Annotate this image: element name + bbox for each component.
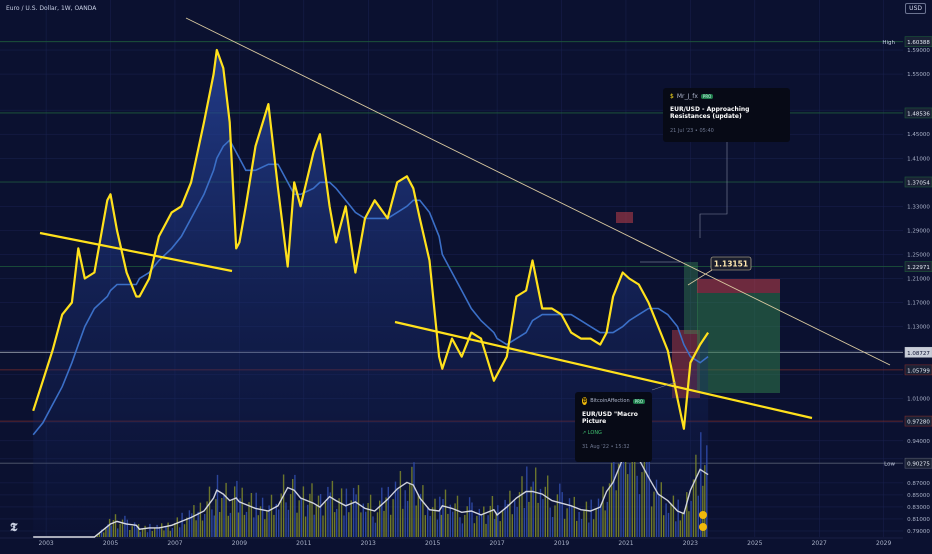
time-tick-label: 2025 [747, 540, 762, 547]
level-tag-box [904, 364, 932, 376]
level-tag-box [904, 457, 932, 469]
time-tick-label: 2023 [683, 540, 698, 547]
idea-author-row: $ Mr_J_fx PRO [670, 93, 783, 100]
price-tick-label: 1.33000 [907, 204, 930, 210]
idea-date: 21 Jul '23 • 05:40 [670, 128, 714, 134]
level-tag-box [904, 36, 932, 47]
current-price-tag: 1.13151 [710, 256, 752, 271]
time-tick-label: 2009 [232, 540, 247, 547]
idea-title[interactable]: EUR/USD - Approaching Resistances (updat… [670, 106, 750, 120]
event-icon-2 [699, 523, 707, 531]
level-tag-value: 0.97280 [907, 420, 930, 426]
price-level-tags: 1.60388 High 1.48536 1.37054 1.22971 1.08727 1… [882, 36, 932, 469]
level-tag-box [904, 346, 932, 358]
idea-direction-tag: ↗ LONG [582, 430, 602, 436]
idea-card-top[interactable]: $ Mr_J_fx PRO EUR/USD - Approaching Resi… [663, 88, 790, 142]
time-tick-label: 2019 [554, 540, 569, 547]
idea-card-bottom[interactable]: ₿ BitcoinAffection PRO EUR/USD "Macro Pi… [575, 392, 652, 462]
price-line [32, 48, 710, 430]
level-tag-value: 1.22971 [907, 265, 930, 271]
level-tag-value: 0.90275 [907, 462, 930, 468]
idea-author[interactable]: BitcoinAffection [590, 398, 630, 404]
price-tick-label: 0.94000 [907, 439, 930, 445]
level-tag-label: Low [884, 462, 895, 468]
price-tick-label: 1.01000 [907, 397, 930, 403]
currency-button[interactable]: USD [905, 3, 926, 14]
price-tick-label: 0.85000 [907, 493, 930, 499]
idea-author-row: ₿ BitcoinAffection PRO [582, 397, 645, 405]
idea-date: 31 Aug '22 • 15:32 [582, 444, 630, 450]
price-tick-label: 1.55000 [907, 72, 930, 78]
time-tick-label: 2029 [876, 540, 891, 547]
time-tick-label: 2013 [361, 540, 376, 547]
time-tick-label: 2027 [812, 540, 827, 547]
symbol-title: Euro / U.S. Dollar, 1W, OANDA [6, 5, 97, 12]
level-tag-label: High [882, 40, 895, 46]
bitcoin-avatar-icon: ₿ [582, 397, 588, 405]
time-tick-label: 2005 [103, 540, 118, 547]
tradingview-logo-icon[interactable]: 𝕿 [10, 520, 18, 534]
level-tag-box [904, 176, 932, 188]
time-tick-label: 2003 [38, 540, 53, 547]
price-tick-label: 0.81000 [907, 517, 930, 523]
level-tag-value: 1.37054 [907, 180, 930, 186]
idea-author[interactable]: Mr_J_fx [676, 93, 698, 100]
level-tag-value: 1.48536 [907, 111, 930, 117]
price-tick-label: 1.17000 [907, 301, 930, 307]
level-tag-value: 1.60388 [907, 40, 930, 46]
price-tick-label: 0.87000 [907, 481, 930, 487]
high-marker-box [616, 212, 633, 223]
time-tick-label: 2007 [167, 540, 182, 547]
level-tag-box [904, 107, 932, 119]
short-stop-zone [697, 279, 780, 293]
trend-lines[interactable] [39, 17, 891, 420]
level-tag-value: 1.08727 [907, 351, 930, 357]
rebound-box [684, 262, 698, 334]
price-tick-label: 1.45000 [907, 132, 930, 138]
level-tag-box [904, 261, 932, 272]
price-tick-label: 1.13000 [907, 325, 930, 331]
price-area-fill [33, 50, 709, 537]
time-tick-label: 2015 [425, 540, 440, 547]
price-tick-label: 1.25000 [907, 252, 930, 258]
price-tick-label: 0.79000 [907, 529, 930, 535]
pro-badge: PRO [632, 398, 645, 404]
short-target-zone [697, 293, 780, 393]
event-icon-1 [699, 511, 707, 519]
time-tick-label: 2021 [618, 540, 633, 547]
price-tick-label: 1.41000 [907, 156, 930, 162]
time-tick-label: 2011 [296, 540, 311, 547]
level-tag-box [904, 415, 932, 427]
price-tick-label: 1.21000 [907, 276, 930, 282]
pointer-line [687, 269, 713, 286]
pro-badge: PRO [700, 94, 714, 99]
idea-title[interactable]: EUR/USD "Macro Picture [582, 411, 638, 425]
idea-connectors [651, 142, 728, 391]
current-price-label: 1.13151 [714, 260, 748, 269]
event-icons[interactable] [699, 511, 707, 531]
author-icon: $ [670, 93, 674, 100]
level-tag-value: 1.05799 [907, 368, 930, 374]
time-axis[interactable]: 2003 2005 2007 2009 2011 2013 2015 2017 2019 2021… [0, 537, 903, 547]
price-tick-label: 0.83000 [907, 505, 930, 511]
time-tick-label: 2017 [489, 540, 504, 547]
price-tick-label: 1.59000 [907, 48, 930, 54]
support-line-lower [394, 320, 813, 420]
position-zones [616, 212, 780, 398]
price-axis[interactable]: 1.59000 1.55000 1.45000 1.41000 1.33000 1.290… [907, 48, 930, 535]
descending-resistance-line [185, 17, 891, 366]
price-tick-label: 1.29000 [907, 228, 930, 234]
support-line-upper [39, 231, 233, 273]
